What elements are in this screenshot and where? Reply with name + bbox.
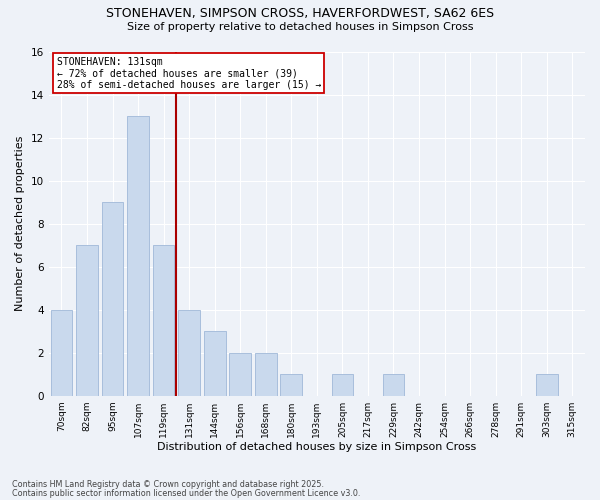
Text: Contains public sector information licensed under the Open Government Licence v3: Contains public sector information licen… bbox=[12, 489, 361, 498]
Y-axis label: Number of detached properties: Number of detached properties bbox=[15, 136, 25, 312]
Bar bbox=[229, 352, 251, 396]
Bar bbox=[536, 374, 557, 396]
Bar bbox=[204, 331, 226, 396]
Text: Size of property relative to detached houses in Simpson Cross: Size of property relative to detached ho… bbox=[127, 22, 473, 32]
Text: STONEHAVEN, SIMPSON CROSS, HAVERFORDWEST, SA62 6ES: STONEHAVEN, SIMPSON CROSS, HAVERFORDWEST… bbox=[106, 8, 494, 20]
Bar bbox=[50, 310, 72, 396]
Bar bbox=[332, 374, 353, 396]
Bar bbox=[76, 245, 98, 396]
Bar bbox=[255, 352, 277, 396]
Text: Contains HM Land Registry data © Crown copyright and database right 2025.: Contains HM Land Registry data © Crown c… bbox=[12, 480, 324, 489]
Bar bbox=[280, 374, 302, 396]
X-axis label: Distribution of detached houses by size in Simpson Cross: Distribution of detached houses by size … bbox=[157, 442, 476, 452]
Bar bbox=[101, 202, 124, 396]
Bar bbox=[178, 310, 200, 396]
Bar bbox=[127, 116, 149, 396]
Text: STONEHAVEN: 131sqm
← 72% of detached houses are smaller (39)
28% of semi-detache: STONEHAVEN: 131sqm ← 72% of detached hou… bbox=[57, 56, 321, 90]
Bar bbox=[383, 374, 404, 396]
Bar bbox=[153, 245, 175, 396]
